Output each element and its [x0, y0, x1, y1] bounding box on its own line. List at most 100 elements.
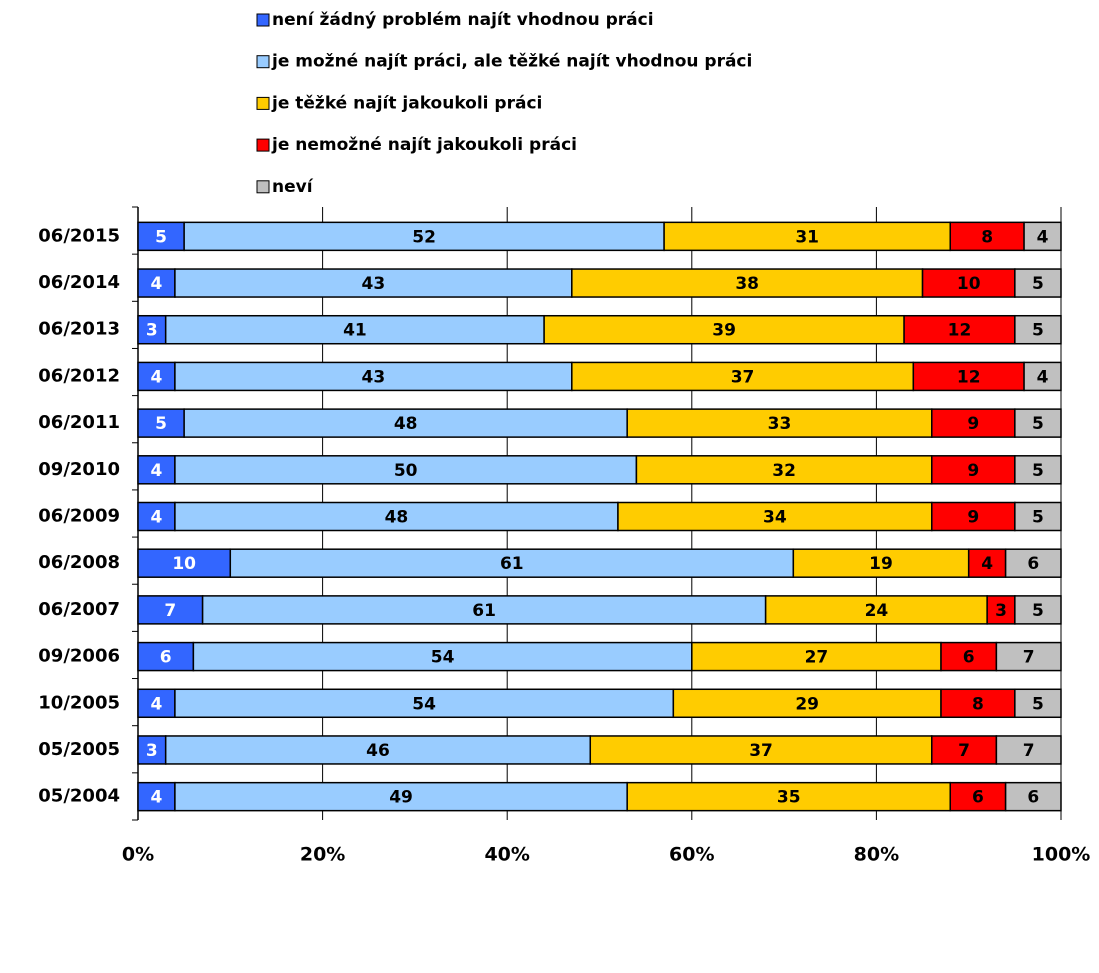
value-label: 39 [712, 321, 736, 341]
bar-segment [792, 548, 970, 578]
bar-segment [940, 688, 1016, 719]
value-label: 61 [500, 554, 524, 574]
value-label: 27 [805, 648, 829, 668]
value-label: 9 [967, 461, 979, 481]
value-label: 10 [172, 554, 196, 574]
y-tick-label: 09/2010 [38, 459, 120, 480]
legend-swatch [256, 55, 270, 69]
y-tick-label: 06/2014 [38, 272, 120, 293]
bar-segment [691, 641, 942, 672]
bar-segment [931, 501, 1016, 532]
y-tick-label: 06/2015 [38, 225, 120, 246]
value-label: 5 [155, 227, 167, 247]
bar-segment [137, 268, 176, 298]
value-label: 3 [146, 741, 158, 761]
bar-segment [921, 268, 1016, 298]
bar-segment [635, 455, 933, 485]
value-label: 32 [772, 461, 796, 481]
value-label: 52 [412, 227, 436, 247]
value-label: 50 [394, 461, 418, 481]
bar-segment [1014, 408, 1062, 438]
value-label: 5 [1032, 461, 1044, 481]
bar-segment [986, 595, 1016, 625]
value-label: 46 [366, 741, 390, 761]
value-label: 4 [151, 508, 163, 528]
value-label: 5 [1032, 694, 1044, 714]
bar-segment [931, 735, 998, 765]
bar-segment [967, 548, 1007, 578]
legend-swatch [256, 138, 270, 152]
legend-swatch [256, 13, 270, 27]
value-label: 31 [795, 227, 819, 247]
value-label: 6 [160, 648, 172, 668]
bar-segment [174, 455, 638, 485]
value-label: 5 [1032, 414, 1044, 434]
value-label: 4 [151, 788, 163, 808]
bar-segment [137, 314, 167, 345]
value-label: 48 [385, 508, 409, 528]
value-label: 54 [431, 648, 455, 668]
value-label: 6 [1027, 554, 1039, 574]
bar-segment [589, 735, 933, 765]
value-label: 43 [362, 274, 386, 294]
bar-segment [229, 548, 795, 578]
value-label: 37 [749, 741, 773, 761]
value-label: 38 [735, 274, 759, 294]
value-label: 4 [151, 367, 163, 387]
value-label: 4 [151, 694, 163, 714]
bar-segment [764, 595, 988, 625]
value-label: 12 [948, 321, 972, 341]
legend-label: není žádný problém najít vhodnou práci [272, 10, 654, 30]
bar-segment [137, 595, 204, 625]
value-label: 5 [1032, 508, 1044, 528]
bar-segment [1014, 501, 1062, 532]
bar-segment [1023, 221, 1062, 252]
bar-segment [912, 361, 1025, 392]
y-tick-label: 05/2005 [38, 739, 120, 760]
value-label: 6 [972, 788, 984, 808]
value-label: 7 [164, 601, 176, 621]
x-tick-label: 40% [484, 844, 529, 866]
value-label: 43 [362, 367, 386, 387]
value-label: 49 [389, 788, 413, 808]
value-label: 12 [957, 367, 981, 387]
value-label: 3 [995, 601, 1007, 621]
value-label: 29 [795, 694, 819, 714]
legend-label: je možné najít práci, ale těžké najít vh… [271, 52, 752, 72]
bar-segment [201, 595, 767, 625]
value-label: 24 [865, 601, 889, 621]
value-label: 35 [777, 788, 801, 808]
y-tick-label: 09/2006 [38, 646, 120, 667]
x-tick-label: 80% [854, 844, 899, 866]
y-tick-label: 06/2013 [38, 319, 120, 340]
bar-segment [137, 641, 195, 672]
value-label: 7 [1023, 741, 1035, 761]
bar-segment [137, 688, 176, 719]
value-label: 4 [981, 554, 993, 574]
bar-segment [543, 314, 905, 345]
legend-swatch [256, 180, 270, 194]
value-label: 7 [958, 741, 970, 761]
y-tick-label: 10/2005 [38, 692, 120, 713]
bar-segment [626, 408, 933, 438]
x-tick-label: 20% [300, 844, 345, 866]
bar-segment [931, 408, 1016, 438]
value-label: 4 [1037, 367, 1049, 387]
y-tick-label: 06/2007 [38, 599, 120, 620]
bar-segment [174, 361, 573, 392]
bar-segment [137, 548, 232, 578]
value-label: 9 [967, 508, 979, 528]
value-label: 48 [394, 414, 418, 434]
value-label: 3 [146, 321, 158, 341]
bar-segment [931, 455, 1016, 485]
bar-segment [137, 735, 167, 765]
value-label: 8 [981, 227, 993, 247]
y-tick-label: 05/2004 [38, 786, 120, 807]
bar-segment [995, 641, 1062, 672]
bar-segment [1014, 688, 1062, 719]
bar-segment [137, 781, 176, 812]
bar-segment [949, 221, 1025, 252]
bar-segment [1023, 361, 1062, 392]
y-tick-label: 06/2011 [38, 412, 120, 433]
x-tick-label: 60% [669, 844, 714, 866]
